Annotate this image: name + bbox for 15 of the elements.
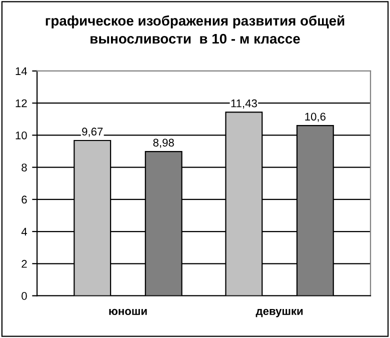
y-tick-label: 6 xyxy=(22,196,27,204)
y-tick-label: 14 xyxy=(16,67,28,76)
chart-title: графическое изображения развития общей выносливости в 10 - м классе xyxy=(46,15,344,44)
x-tick-label: девушки xyxy=(256,308,303,318)
y-tick-label: 0 xyxy=(22,292,27,300)
y-tick-label: 12 xyxy=(16,99,27,108)
data-label: 9,67 xyxy=(82,128,103,137)
y-tick-label: 8 xyxy=(22,164,27,172)
y-tick-label: 10 xyxy=(16,131,27,140)
data-label: 8,98 xyxy=(153,138,174,148)
y-tick-label: 4 xyxy=(21,228,28,236)
data-label: 11,43 xyxy=(231,99,257,109)
x-tick-label: юноши xyxy=(109,308,147,316)
data-label: 10,6 xyxy=(305,112,326,122)
y-tick-label: 2 xyxy=(22,260,27,268)
